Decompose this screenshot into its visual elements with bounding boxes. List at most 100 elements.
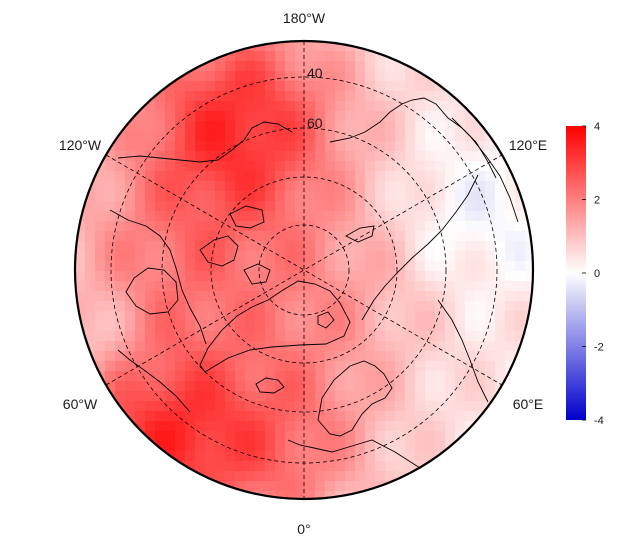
- anomaly-cell: [175, 121, 186, 132]
- anomaly-cell: [245, 481, 256, 492]
- anomaly-cell: [335, 111, 346, 122]
- anomaly-cell: [275, 351, 286, 362]
- anomaly-cell: [415, 451, 426, 462]
- anomaly-cell: [235, 171, 246, 182]
- anomaly-cell: [225, 461, 236, 472]
- anomaly-cell: [275, 361, 286, 372]
- anomaly-cell: [155, 421, 166, 432]
- anomaly-cell: [285, 301, 296, 312]
- anomaly-cell: [445, 121, 456, 132]
- anomaly-cell: [165, 201, 176, 212]
- anomaly-cell: [245, 51, 256, 62]
- anomaly-cell: [135, 271, 146, 282]
- anomaly-cell: [175, 211, 186, 222]
- anomaly-cell: [435, 141, 446, 152]
- anomaly-cell: [295, 201, 306, 212]
- anomaly-cell: [515, 271, 526, 282]
- anomaly-cell: [145, 401, 156, 412]
- anomaly-cell: [325, 431, 336, 442]
- anomaly-cell: [275, 101, 286, 112]
- anomaly-cell: [375, 421, 386, 432]
- anomaly-cell: [395, 421, 406, 432]
- anomaly-cell: [385, 281, 396, 292]
- anomaly-cell: [205, 331, 216, 342]
- anomaly-cell: [205, 481, 216, 492]
- anomaly-cell: [505, 261, 516, 272]
- anomaly-cell: [325, 191, 336, 202]
- anomaly-cell: [435, 301, 446, 312]
- anomaly-cell: [225, 201, 236, 212]
- anomaly-cell: [355, 331, 366, 342]
- anomaly-cell: [405, 421, 416, 432]
- anomaly-cell: [225, 271, 236, 282]
- anomaly-cell: [375, 411, 386, 422]
- colorbar-tick-label: 4: [594, 121, 600, 133]
- longitude-label-right-lower: 60°E: [513, 396, 544, 412]
- anomaly-cell: [205, 401, 216, 412]
- colorbar-gradient: [566, 126, 586, 420]
- anomaly-cell: [255, 171, 266, 182]
- anomaly-cell: [485, 351, 496, 362]
- anomaly-cell: [155, 141, 166, 152]
- anomaly-cell: [315, 251, 326, 262]
- anomaly-cell: [345, 301, 356, 312]
- anomaly-cell: [175, 181, 186, 192]
- anomaly-cell: [255, 121, 266, 132]
- anomaly-cell: [285, 311, 296, 322]
- anomaly-cell: [205, 321, 216, 332]
- anomaly-cell: [365, 201, 376, 212]
- anomaly-cell: [125, 141, 136, 152]
- anomaly-cell: [125, 181, 136, 192]
- anomaly-cell: [205, 341, 216, 352]
- anomaly-cell: [435, 111, 446, 122]
- anomaly-cell: [365, 101, 376, 112]
- anomaly-cell: [365, 91, 376, 102]
- anomaly-cell: [255, 391, 266, 402]
- anomaly-cell: [315, 41, 326, 52]
- anomaly-cell: [125, 261, 136, 272]
- anomaly-cell: [515, 241, 526, 252]
- anomaly-cell: [295, 101, 306, 112]
- anomaly-cell: [375, 491, 386, 499]
- anomaly-cell: [325, 391, 336, 402]
- anomaly-cell: [135, 301, 146, 312]
- anomaly-cell: [425, 251, 436, 262]
- anomaly-cell: [405, 301, 416, 312]
- anomaly-cell: [245, 241, 256, 252]
- anomaly-cell: [135, 361, 146, 372]
- anomaly-cell: [425, 341, 436, 352]
- anomaly-cell: [345, 71, 356, 82]
- anomaly-cell: [395, 201, 406, 212]
- anomaly-cell: [255, 81, 266, 92]
- anomaly-cell: [435, 331, 446, 342]
- anomaly-cell: [245, 461, 256, 472]
- anomaly-cell: [475, 171, 486, 182]
- anomaly-cell: [455, 301, 466, 312]
- anomaly-cell: [75, 271, 86, 282]
- anomaly-cell: [265, 441, 276, 452]
- anomaly-cell: [405, 161, 416, 172]
- anomaly-cell: [125, 231, 136, 242]
- anomaly-cell: [105, 311, 116, 322]
- anomaly-cell: [325, 41, 336, 52]
- anomaly-cell: [445, 201, 456, 212]
- anomaly-cell: [235, 431, 246, 442]
- anomaly-cell: [245, 361, 256, 372]
- anomaly-cell: [175, 311, 186, 322]
- anomaly-cell: [265, 271, 276, 282]
- anomaly-cell: [205, 121, 216, 132]
- anomaly-cell: [385, 471, 396, 482]
- anomaly-cell: [295, 251, 306, 262]
- anomaly-cell: [265, 111, 276, 122]
- anomaly-cell: [345, 171, 356, 182]
- anomaly-cell: [425, 221, 436, 232]
- anomaly-cell: [385, 441, 396, 452]
- anomaly-cell: [125, 131, 136, 142]
- anomaly-cell: [245, 341, 256, 352]
- anomaly-cell: [135, 411, 146, 422]
- anomaly-cell: [175, 371, 186, 382]
- anomaly-cell: [395, 291, 406, 302]
- anomaly-cell: [285, 271, 296, 282]
- anomaly-cell: [205, 281, 216, 292]
- anomaly-cell: [235, 231, 246, 242]
